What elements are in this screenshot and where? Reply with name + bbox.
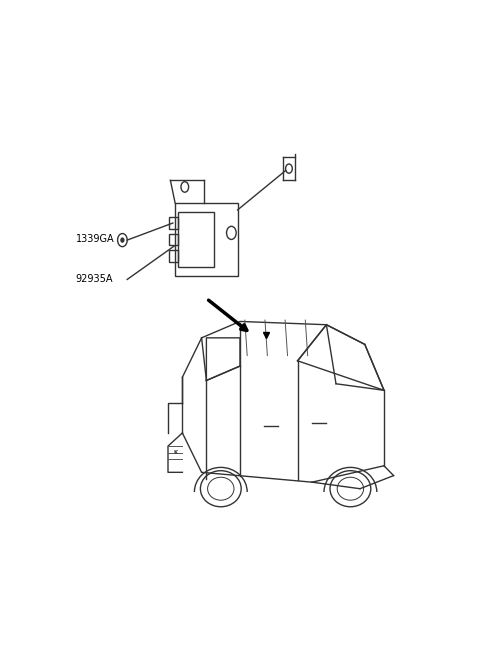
Circle shape: [121, 238, 124, 242]
Text: K: K: [173, 450, 177, 455]
Bar: [178, 211, 214, 268]
Bar: [175, 203, 238, 276]
Text: 92935A: 92935A: [76, 274, 113, 285]
Bar: [169, 217, 178, 229]
Bar: [169, 250, 178, 262]
Bar: [169, 234, 178, 245]
Text: 1339GA: 1339GA: [76, 234, 114, 244]
